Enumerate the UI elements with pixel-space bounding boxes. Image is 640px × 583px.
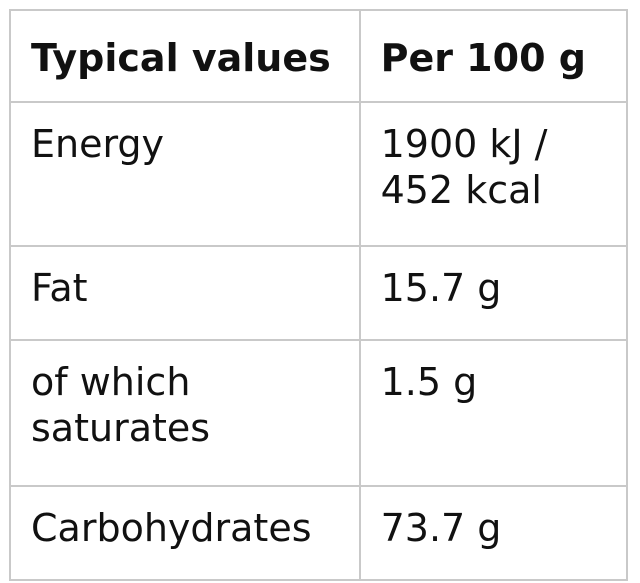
row-value-line: 73.7 g — [380, 506, 502, 550]
row-value-cell: 15.7 g — [358, 245, 629, 341]
row-value-cell: 1.5 g — [358, 339, 629, 487]
row-label-cell: Energy — [9, 101, 361, 247]
header-label: Typical values — [31, 36, 331, 80]
header-value: Per 100 g — [380, 36, 586, 80]
row-label-line: of which — [31, 360, 191, 404]
table-row-fat: Fat 15.7 g — [9, 245, 629, 341]
row-label-cell: of which saturates — [9, 339, 361, 487]
table-header-row: Typical values Per 100 g — [9, 9, 629, 103]
row-value-line: 1.5 g — [380, 360, 478, 404]
header-label-cell: Typical values — [9, 9, 361, 103]
table-row-carbohydrates: Carbohydrates 73.7 g — [9, 485, 629, 581]
row-label: Energy — [31, 122, 165, 166]
row-value-cell: 73.7 g — [358, 485, 629, 581]
row-value-line: 452 kcal — [380, 168, 542, 212]
row-label-cell: Fat — [9, 245, 361, 341]
row-value-line: 15.7 g — [380, 266, 502, 310]
row-label-cell: Carbohydrates — [9, 485, 361, 581]
nutrition-table: Typical values Per 100 g Energy 1900 kJ … — [9, 9, 629, 581]
row-label-line: saturates — [31, 406, 211, 450]
row-label: Carbohydrates — [31, 506, 312, 550]
table-row-energy: Energy 1900 kJ / 452 kcal — [9, 101, 629, 247]
row-value-cell: 1900 kJ / 452 kcal — [358, 101, 629, 247]
table-row-saturates: of which saturates 1.5 g — [9, 339, 629, 487]
row-label: Fat — [31, 266, 88, 310]
row-value-line: 1900 kJ / — [380, 122, 548, 166]
header-value-cell: Per 100 g — [358, 9, 629, 103]
